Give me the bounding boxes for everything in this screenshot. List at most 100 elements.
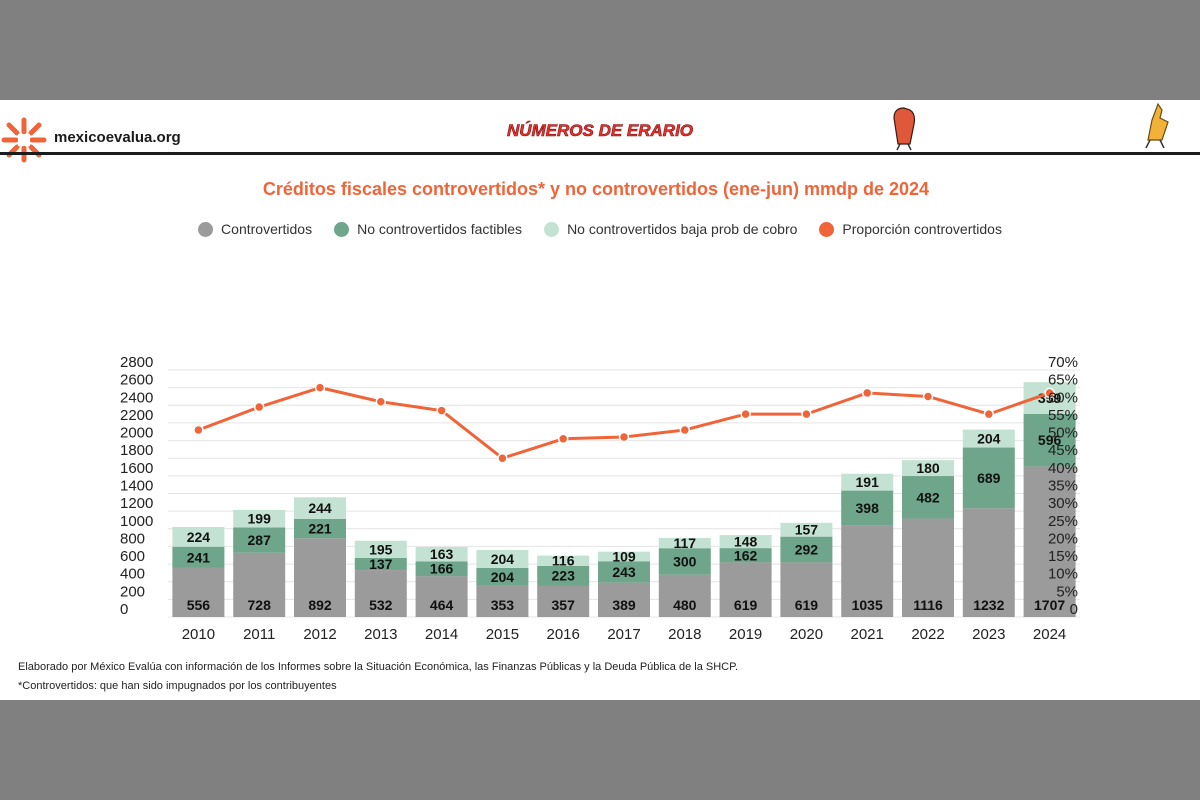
bar-value-label: 243 (612, 564, 636, 580)
bar-baja (841, 473, 894, 491)
bar-value-label: 224 (187, 529, 211, 545)
bar-value-label: 109 (612, 548, 636, 564)
bar-value-label: 464 (430, 597, 454, 613)
y-tick-label: 200 (120, 583, 145, 600)
site-logo-text[interactable]: mexicoevalua.org (54, 129, 181, 146)
bar-baja (962, 429, 1015, 448)
y2-tick-label: 40% (1048, 460, 1078, 477)
bar-baja (476, 549, 529, 568)
x-tick-label: 2013 (364, 626, 397, 643)
x-tick-label: 2012 (303, 626, 336, 643)
bar-factibles (415, 561, 468, 577)
bar-factibles (354, 557, 407, 571)
bar-value-label: 221 (308, 521, 332, 537)
bar-factibles (719, 548, 772, 563)
source-note: Elaborado por México Evalúa con informac… (18, 661, 739, 673)
brand-logo-text: NÚMEROS DE ERARIO (507, 121, 693, 140)
bar-factibles (294, 518, 346, 539)
x-tick-label: 2021 (851, 626, 884, 643)
proportion-point (679, 424, 691, 436)
y2-tick-label: 60% (1048, 389, 1078, 406)
proportion-point (497, 452, 508, 464)
bar-baja (658, 537, 711, 549)
legend-label: Proporción controvertidos (842, 221, 1002, 237)
bar-value-label: 204 (491, 551, 515, 567)
legend-swatch-proporcion (819, 221, 835, 237)
legend-label: No controvertidos baja prob de cobro (567, 221, 798, 237)
bar-factibles (658, 548, 711, 575)
proportion-point (983, 408, 995, 420)
bar-value-label: 137 (369, 556, 393, 572)
bar-value-label: 244 (308, 500, 332, 516)
bar-value-label: 199 (248, 511, 272, 527)
y2-tick-label: 0 (1070, 601, 1078, 618)
bar-value-label: 619 (734, 597, 758, 613)
bar-value-label: 480 (673, 597, 697, 613)
bars (172, 382, 1076, 617)
y2-tick-label: 10% (1048, 566, 1078, 583)
bar-factibles (841, 490, 894, 526)
y-tick-label: 1000 (120, 513, 153, 530)
y-tick-label: 400 (120, 566, 145, 583)
bar-value-label: 117 (674, 535, 697, 551)
legend-label: No controvertidos factibles (357, 221, 523, 237)
y2-tick-label: 65% (1048, 372, 1078, 389)
x-tick-label: 2010 (182, 626, 215, 643)
x-tick-label: 2011 (243, 626, 275, 643)
bar-controvertidos (476, 585, 529, 617)
bar-value-label: 157 (795, 522, 819, 538)
bar-value-label: 195 (369, 541, 393, 557)
bar-value-label: 728 (248, 597, 272, 613)
y2-tick-label: 45% (1048, 442, 1078, 459)
x-tick-label: 2014 (425, 626, 458, 643)
mexico-evalua-logo-icon (1, 117, 47, 163)
bar-factibles (962, 447, 1015, 509)
axes: 0200400600800100012001400160018002000220… (120, 354, 1078, 643)
bar-value-label: 292 (795, 542, 819, 558)
proportion-point (193, 424, 204, 436)
bar-value-label: 398 (856, 500, 880, 516)
legend-item-controvertidos: Controvertidos (198, 221, 312, 237)
bar-value-label: 241 (187, 549, 211, 565)
y2-tick-label: 35% (1048, 478, 1078, 495)
bar-value-label: 389 (612, 597, 636, 613)
mascot-yellow-icon (1145, 102, 1169, 149)
legend-item-proporcion: Proporción controvertidos (819, 221, 1002, 237)
y2-tick-label: 30% (1048, 495, 1078, 512)
proportion-point (314, 382, 326, 393)
bar-value-label: 166 (430, 561, 454, 577)
bar-value-label: 148 (734, 534, 758, 550)
proportion-point (740, 408, 751, 420)
bar-controvertidos (354, 570, 407, 617)
y-tick-label: 0 (120, 601, 128, 618)
y-tick-label: 2600 (120, 372, 153, 389)
bar-baja (172, 526, 225, 547)
legend-item-baja: No controvertidos baja prob de cobro (544, 221, 797, 237)
x-tick-label: 2015 (486, 626, 519, 643)
bar-controvertidos (658, 574, 711, 617)
bar-controvertidos (294, 538, 346, 617)
bar-controvertidos (1023, 466, 1076, 617)
bar-factibles (1023, 413, 1076, 467)
y2-tick-label: 50% (1048, 425, 1078, 442)
bar-value-label: 353 (491, 597, 515, 613)
x-tick-label: 2023 (972, 626, 1005, 643)
legend-label: Controvertidos (221, 221, 313, 237)
bar-baja (233, 509, 286, 528)
y-tick-label: 1400 (120, 478, 153, 495)
proportion-point (436, 405, 447, 416)
bar-baja (598, 551, 650, 562)
legend-swatch-factibles (334, 221, 350, 237)
bar-controvertidos (598, 582, 650, 617)
bar-value-label: 892 (308, 597, 332, 613)
bar-value-label: 1707 (1034, 597, 1065, 613)
bar-value-label: 619 (795, 597, 819, 613)
y2-tick-label: 25% (1048, 513, 1078, 530)
bar-value-label: 596 (1038, 432, 1062, 448)
bar-baja (902, 460, 954, 477)
bar-controvertidos (780, 562, 833, 617)
bar-controvertidos (902, 518, 954, 617)
proportion-point (375, 396, 387, 408)
bar-value-label: 482 (916, 489, 940, 505)
bar-controvertidos (962, 508, 1015, 617)
